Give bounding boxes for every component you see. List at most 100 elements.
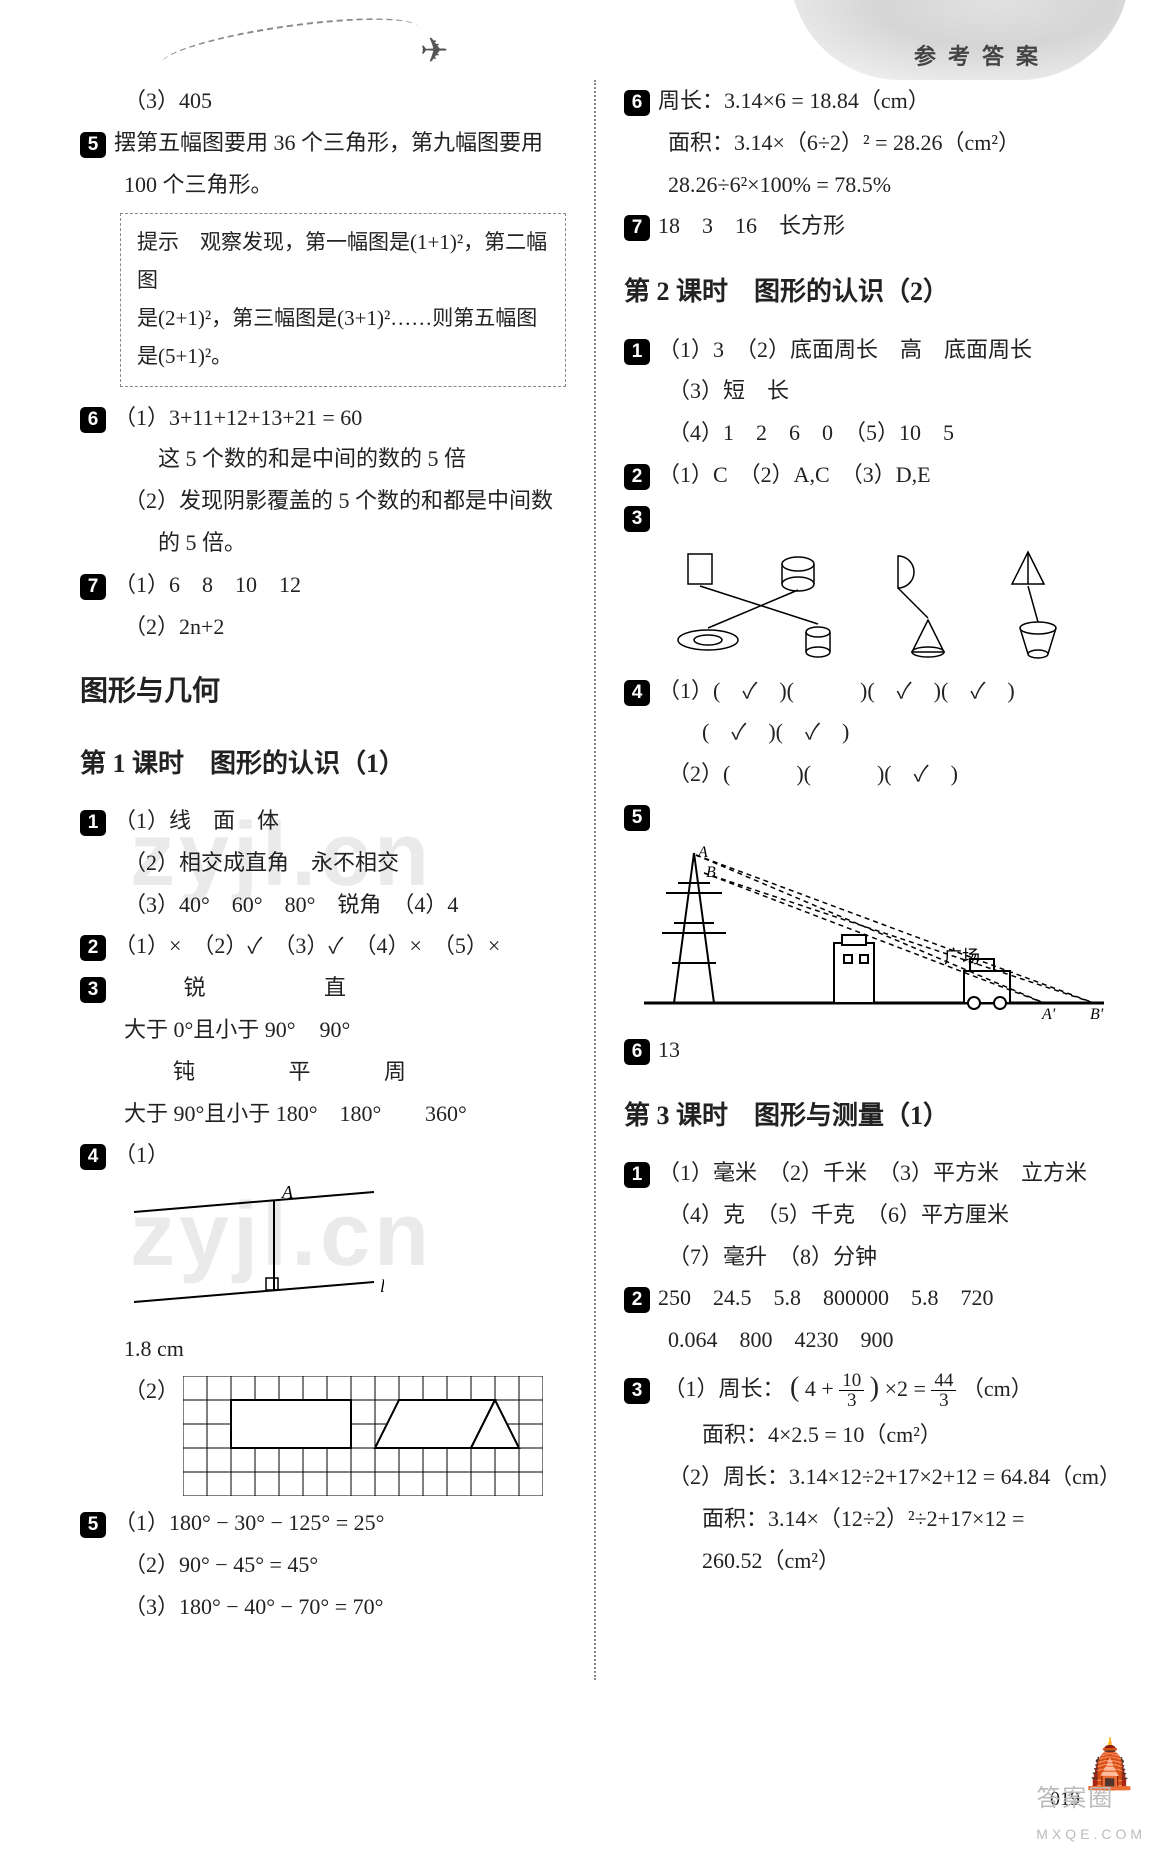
r4b: ( ✓ )( ✓ ) <box>624 711 1110 753</box>
right-column: 6周长：3.14×6 = 18.84（cm） 面积：3.14×（6÷2）² = … <box>596 80 1110 1820</box>
q6b: 这 5 个数的和是中间的数的 5 倍 <box>80 438 566 480</box>
r4c: （2）( )( )( ✓ ) <box>624 753 1110 795</box>
g2a: （1）× （2）✓ （3）✓ （4）× （5）× <box>114 933 500 958</box>
g4c: （2） <box>80 1370 179 1412</box>
r4-badge: 4 <box>624 680 650 706</box>
tip-l3: 是(5+1)²。 <box>137 338 549 376</box>
lesson-2-title: 第 2 课时 图形的认识（2） <box>624 267 1110 316</box>
l-g4: 4（1） A l 1.8 cm （2） <box>80 1134 566 1502</box>
header-label: 参考答案 <box>914 36 1050 78</box>
q6d: 的 5 倍。 <box>80 522 566 564</box>
m2b: 0.064 800 4230 900 <box>624 1319 1110 1361</box>
g5c: （3）180° − 40° − 70° = 70° <box>80 1586 566 1628</box>
q7b: （2）2n+2 <box>80 606 566 648</box>
g3-r2a: 大于 0°且小于 90° <box>124 1009 314 1051</box>
r3-badge: 3 <box>624 506 650 532</box>
g3-r4b: 180° <box>340 1093 420 1135</box>
l-q7: 7 （1）6 8 10 12 （2）2n+2 <box>80 564 566 648</box>
g3-r2b: 90° <box>320 1017 351 1042</box>
l-g5: 5（1）180° − 30° − 125° = 25° （2）90° − 45°… <box>80 1502 566 1627</box>
m3a-mid: ×2 = <box>885 1376 926 1401</box>
r-r1: 1 （1）3 （2）底面周长 高 底面周长 （3）短 长 （4）1 2 6 0 （… <box>624 329 1110 454</box>
r-r4: 4 （1）( ✓ )( )( ✓ )( ✓ ) ( ✓ )( ✓ ) （2）( )… <box>624 670 1110 795</box>
r-badge-6: 6 <box>624 90 650 116</box>
g3-r1a: 锐 <box>120 967 270 1009</box>
m3d: 面积：3.14×（12÷2）²÷2+17×12 = <box>624 1498 1110 1540</box>
r5-badge: 5 <box>624 805 650 831</box>
l-q5: 5摆第五幅图要用 36 个三角形，第九幅图要用 100 个三角形。 <box>80 122 566 206</box>
g4c-row: （2） <box>80 1370 566 1502</box>
label-A: A <box>281 1182 294 1202</box>
q5-line2: 100 个三角形。 <box>80 164 566 206</box>
r2-badge: 2 <box>624 464 650 490</box>
badge-7: 7 <box>80 574 106 600</box>
r4a: （1）( ✓ )( )( ✓ )( ✓ ) <box>658 678 1015 703</box>
l-g2: 2（1）× （2）✓ （3）✓ （4）× （5）× <box>80 925 566 967</box>
parallel-lines-figure: A l <box>124 1182 566 1322</box>
m1a: （1）毫米 （2）千米 （3）平方米 立方米 <box>658 1160 1087 1185</box>
tip-l2: 是(2+1)²，第三幅图是(3+1)²……则第五幅图 <box>137 300 549 338</box>
g3-r1b: 直 <box>275 967 395 1009</box>
section-geometry: 图形与几何 <box>80 665 566 718</box>
grid-figure <box>183 1376 543 1496</box>
m3a-frac2: 443 <box>931 1371 956 1410</box>
paper-plane-icon: ✈ <box>420 20 449 85</box>
r6a: 13 <box>658 1037 680 1062</box>
m3c: （2）周长：3.14×12÷2+17×2+12 = 64.84（cm） <box>624 1456 1110 1498</box>
l-q6: 6 （1）3+11+12+13+21 = 60 这 5 个数的和是中间的数的 5 … <box>80 397 566 564</box>
badge-g4: 4 <box>80 1144 106 1170</box>
r2a: （1）C （2）A,C （3）D,E <box>658 462 931 487</box>
m3e: 260.52（cm²） <box>624 1540 1110 1582</box>
m3b: 面积：4×2.5 = 10（cm²） <box>624 1414 1110 1456</box>
q7a: （1）6 8 10 12 <box>114 572 301 597</box>
r1c: （4）1 2 6 0 （5）10 5 <box>624 412 1110 454</box>
tip-box: 提示 观察发现，第一幅图是(1+1)²，第二幅图 是(2+1)²，第三幅图是(3… <box>120 213 566 386</box>
tip-l1: 提示 观察发现，第一幅图是(1+1)²，第二幅图 <box>137 224 549 300</box>
r-r3: 3 <box>624 496 1110 664</box>
g3-r3a: 钝 <box>124 1051 244 1093</box>
rq6a: 周长：3.14×6 = 18.84（cm） <box>658 88 930 113</box>
m3a-pre: （1）周长： <box>664 1376 785 1401</box>
g4-dim: 1.8 cm <box>80 1328 566 1370</box>
r1b: （3）短 长 <box>624 370 1110 412</box>
svg-text:B': B' <box>1090 1006 1104 1023</box>
m3a-frac1: 103 <box>839 1371 864 1410</box>
r-r6: 613 <box>624 1029 1110 1071</box>
g3-r3b: 平 <box>250 1051 350 1093</box>
svg-text:A': A' <box>1041 1006 1056 1023</box>
badge-g3: 3 <box>80 977 106 1003</box>
r-m1: 1 （1）毫米 （2）千米 （3）平方米 立方米 （4）克 （5）千克 （6）平方… <box>624 1152 1110 1277</box>
m3a-close: ) <box>870 1372 879 1403</box>
r1-badge: 1 <box>624 339 650 365</box>
m3a-open: ( <box>790 1372 799 1403</box>
svg-text:B: B <box>706 864 716 881</box>
label-l: l <box>380 1276 384 1296</box>
g1c: （3）40° 60° 80° 锐角 （4）4 <box>80 884 566 926</box>
m3a-post: （cm） <box>962 1376 1033 1401</box>
lesson-1-title: 第 1 课时 图形的认识（1） <box>80 739 566 788</box>
g5b: （2）90° − 45° = 45° <box>80 1544 566 1586</box>
q6c: （2）发现阴影覆盖的 5 个数的和都是中间数 <box>80 480 566 522</box>
r-r5: 5 A B <box>624 795 1110 1023</box>
m1-badge: 1 <box>624 1162 650 1188</box>
page: ✈ 参考答案 zyjl.cn zyjl.cn （3）405 5摆第五幅图要用 3… <box>0 0 1170 1860</box>
r-m3: 3 （1）周长： ( 4 + 103 ) ×2 = 443 （cm） 面积：4×… <box>624 1361 1110 1581</box>
rq6c: 28.26÷6²×100% = 78.5% <box>624 164 1110 206</box>
solids-match-figure <box>668 544 1110 664</box>
m1b: （4）克 （5）千克 （6）平方厘米 <box>624 1194 1110 1236</box>
q6a: （1）3+11+12+13+21 = 60 <box>114 405 362 430</box>
badge-6: 6 <box>80 407 106 433</box>
l-g3: 3 锐 直 大于 0°且小于 90° 90° 钝 平 周 大于 90°且小于 1… <box>80 967 566 1134</box>
g3-r4a: 大于 90°且小于 180° <box>124 1093 334 1135</box>
two-columns: （3）405 5摆第五幅图要用 36 个三角形，第九幅图要用 100 个三角形。… <box>80 80 1110 1820</box>
l-q3-405: （3）405 <box>80 80 566 122</box>
m2a: 250 24.5 5.8 800000 5.8 720 <box>658 1285 994 1310</box>
r-q7: 718 3 16 长方形 <box>624 205 1110 247</box>
site-watermark: 答案圈 MXQE.COM <box>1036 1776 1146 1848</box>
m1c: （7）毫升 （8）分钟 <box>624 1236 1110 1278</box>
pylon-scene-figure: A B 广场 <box>644 843 1110 1023</box>
r1a: （1）3 （2）底面周长 高 底面周长 <box>658 337 1032 362</box>
m3a-plus: 4 + <box>805 1376 834 1401</box>
r-q6: 6周长：3.14×6 = 18.84（cm） 面积：3.14×（6÷2）² = … <box>624 80 1110 205</box>
q5-line1: 摆第五幅图要用 36 个三角形，第九幅图要用 <box>114 130 543 155</box>
